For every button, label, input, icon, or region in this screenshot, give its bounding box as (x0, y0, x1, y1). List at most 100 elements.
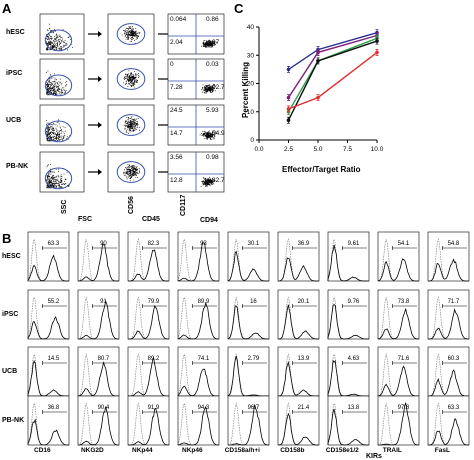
percent-positive: 91 (100, 299, 107, 305)
percent-positive: 21.4 (298, 405, 310, 411)
stain-curve (377, 308, 419, 340)
quadrant-value-tr: 5.93 (206, 107, 219, 114)
chart-xlabel: Effector/Target Ratio (282, 165, 361, 174)
histogram: 55.2 (27, 289, 70, 340)
flow-events (46, 119, 71, 142)
histogram-frame (127, 346, 170, 397)
histogram: 96.7 CD158a/h+i (225, 395, 270, 454)
quadrant-value-bl: 2.04 (170, 39, 183, 46)
stain-curve (428, 258, 469, 282)
series-line-2 (287, 37, 378, 113)
positive-gate (342, 361, 367, 365)
marker-label: CD16 (34, 447, 51, 454)
quadrant-value-tl: 3.56 (170, 154, 183, 161)
positive-gate (42, 361, 67, 365)
percent-positive: 90.4 (98, 405, 110, 411)
histogram: 97.8 TRAIL (377, 395, 420, 454)
isotype-curve (77, 296, 119, 340)
flow-plot: 0.064 0.86 2.04 97 (167, 13, 225, 55)
histogram-frame (177, 395, 220, 446)
positive-gate (142, 304, 167, 308)
flow-plot (107, 58, 172, 100)
histogram-frame (327, 346, 370, 397)
positive-gate (392, 361, 417, 365)
chart-ylabel: Percent Killing (241, 62, 250, 118)
kirs-label: KIRs (366, 453, 382, 460)
histogram-frame (127, 231, 170, 282)
stain-curve (378, 401, 420, 446)
percent-positive: 4.63 (348, 356, 360, 362)
histogram: 54.1 (377, 231, 420, 282)
positive-gate (442, 410, 467, 414)
stain-curve (428, 418, 469, 446)
percent-positive: 9.76 (348, 299, 360, 305)
positive-gate (392, 246, 417, 250)
histogram-frame (427, 395, 470, 446)
isotype-curve (77, 239, 119, 282)
stain-curve (177, 405, 220, 446)
percent-positive: 71.6 (398, 356, 410, 362)
data-point (316, 50, 320, 55)
isotype-curve (177, 238, 219, 282)
positive-gate (442, 304, 467, 308)
flow-plot (107, 13, 172, 55)
y-tick-label: 10 (247, 109, 255, 116)
histogram: 93 (177, 231, 220, 282)
positive-gate (442, 246, 467, 250)
histogram: 63.3 (27, 231, 70, 282)
isotype-curve (428, 238, 469, 282)
stain-curve (277, 304, 319, 340)
positive-gate (142, 246, 167, 250)
isotype-curve (377, 402, 419, 446)
percent-positive: 36.8 (48, 405, 60, 411)
histogram: 36.8 CD16 (27, 395, 70, 454)
stain-curve (377, 365, 419, 397)
data-point (316, 95, 320, 100)
histogram: 71.6 (377, 346, 420, 397)
positive-gate (342, 304, 367, 308)
histogram: 90 (77, 231, 120, 282)
gate-arrow-icon (98, 122, 102, 128)
stain-curve (27, 254, 69, 282)
quadrant-lines (168, 152, 224, 192)
row-label-pb-nk: PB-NK (2, 417, 24, 424)
flow-events (123, 116, 141, 134)
axis-cd56: CD56 (128, 196, 135, 214)
marker-label: NKG2D (81, 447, 104, 454)
histogram: 9.61 (327, 231, 370, 282)
histogram: 13.8 CD158e1/2 (326, 395, 370, 454)
data-point (375, 39, 379, 43)
panel-a-label: A (2, 1, 12, 16)
histogram: 90.4 NKG2D (77, 395, 120, 454)
gate-ellipse (116, 68, 146, 90)
positive-gate (292, 304, 317, 308)
quadrant-value-tr: 0.98 (206, 154, 219, 161)
isotype-curve (128, 296, 169, 340)
x-tick-label: 10.0 (371, 146, 384, 153)
percent-positive: 54.8 (448, 241, 460, 247)
positive-gate (192, 304, 217, 308)
quadrant-value-bl: 7.28 (170, 84, 183, 91)
positive-gate (392, 410, 417, 414)
positive-gate (142, 361, 167, 365)
histogram: 89.2 (127, 346, 170, 397)
percent-positive: 63.3 (448, 405, 460, 411)
stain-curve (77, 360, 119, 397)
gate-ellipse (116, 114, 146, 136)
flow-plot (39, 58, 102, 100)
isotype-curve (177, 402, 219, 446)
isotype-curve (128, 402, 169, 446)
percent-positive: 97.8 (398, 405, 410, 411)
percent-positive: 73.8 (398, 299, 410, 305)
data-point (375, 50, 379, 55)
histogram: 60.3 (427, 346, 470, 397)
flow-plot (107, 104, 172, 146)
histogram: 91.9 NKp44 (127, 395, 170, 454)
axis-cd94: CD94 (200, 217, 218, 224)
y-tick-label: 30 (247, 52, 255, 59)
histogram: 16 (227, 289, 270, 340)
stain-curve (327, 244, 369, 282)
y-tick-label: 0 (250, 137, 254, 144)
y-tick-label: 20 (247, 81, 255, 88)
histogram-frame (77, 346, 120, 397)
